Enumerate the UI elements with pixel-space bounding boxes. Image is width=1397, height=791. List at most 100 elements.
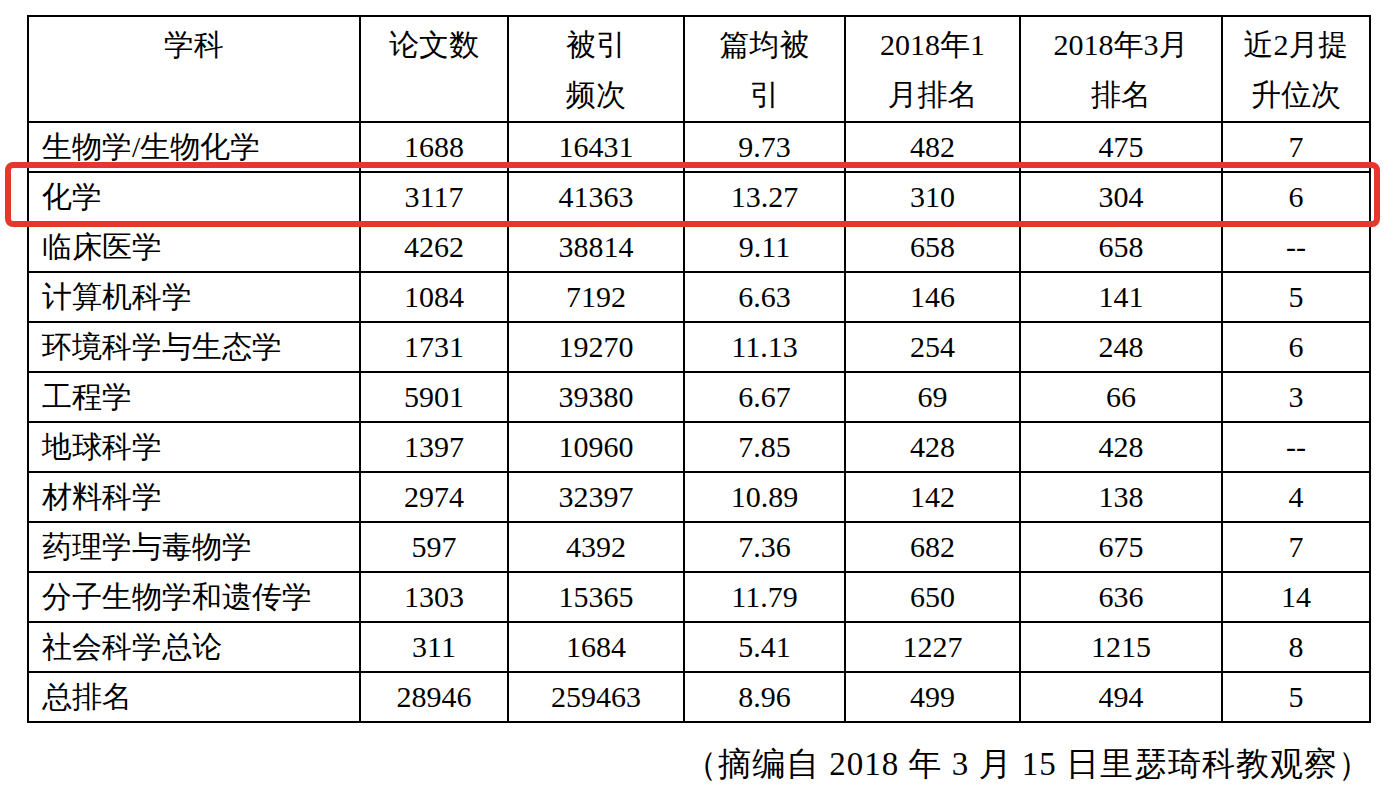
discipline-ranking-table: 学科 论文数 被引 频次 篇均被 引 2018年1 月排名 2018年3月 排名…	[27, 15, 1371, 723]
header-row: 学科 论文数 被引 频次 篇均被 引 2018年1 月排名 2018年3月 排名…	[28, 16, 1370, 122]
cell-mar-rank: 675	[1020, 522, 1222, 572]
cell-mar-rank: 138	[1020, 472, 1222, 522]
table-row: 工程学 5901 39380 6.67 69 66 3	[28, 372, 1370, 422]
cell-mar-rank: 66	[1020, 372, 1222, 422]
cell-mar-rank: 475	[1020, 122, 1222, 172]
cell-subject: 材料科学	[28, 472, 360, 522]
cell-subject: 计算机科学	[28, 272, 360, 322]
cell-citations-per-paper: 7.85	[684, 422, 845, 472]
cell-jan-rank: 482	[845, 122, 1020, 172]
cell-citation-count: 15365	[508, 572, 684, 622]
cell-subject: 生物学/生物化学	[28, 122, 360, 172]
source-note: （摘编自 2018 年 3 月 15 日里瑟琦科教观察）	[0, 742, 1372, 786]
cell-paper-count: 1397	[360, 422, 508, 472]
cell-jan-rank: 69	[845, 372, 1020, 422]
cell-citations-per-paper: 13.27	[684, 172, 845, 222]
cell-paper-count: 1303	[360, 572, 508, 622]
cell-citation-count: 1684	[508, 622, 684, 672]
table-row: 社会科学总论 311 1684 5.41 1227 1215 8	[28, 622, 1370, 672]
cell-rank-improvement: --	[1222, 422, 1370, 472]
cell-citations-per-paper: 8.96	[684, 672, 845, 722]
cell-paper-count: 311	[360, 622, 508, 672]
cell-citation-count: 4392	[508, 522, 684, 572]
cell-subject: 总排名	[28, 672, 360, 722]
cell-citation-count: 32397	[508, 472, 684, 522]
cell-citation-count: 16431	[508, 122, 684, 172]
cell-mar-rank: 1215	[1020, 622, 1222, 672]
cell-citation-count: 10960	[508, 422, 684, 472]
cell-mar-rank: 428	[1020, 422, 1222, 472]
cell-mar-rank: 636	[1020, 572, 1222, 622]
cell-rank-improvement: 8	[1222, 622, 1370, 672]
cell-paper-count: 2974	[360, 472, 508, 522]
table-row: 临床医学 4262 38814 9.11 658 658 --	[28, 222, 1370, 272]
cell-paper-count: 1731	[360, 322, 508, 372]
cell-subject: 临床医学	[28, 222, 360, 272]
cell-rank-improvement: 5	[1222, 272, 1370, 322]
cell-subject: 分子生物学和遗传学	[28, 572, 360, 622]
cell-citations-per-paper: 6.67	[684, 372, 845, 422]
table-row-highlighted: 化学 3117 41363 13.27 310 304 6	[28, 172, 1370, 222]
table-row: 分子生物学和遗传学 1303 15365 11.79 650 636 14	[28, 572, 1370, 622]
table-row: 生物学/生物化学 1688 16431 9.73 482 475 7	[28, 122, 1370, 172]
cell-citation-count: 259463	[508, 672, 684, 722]
cell-jan-rank: 658	[845, 222, 1020, 272]
cell-citations-per-paper: 5.41	[684, 622, 845, 672]
cell-jan-rank: 499	[845, 672, 1020, 722]
cell-rank-improvement: 3	[1222, 372, 1370, 422]
cell-citation-count: 19270	[508, 322, 684, 372]
cell-citations-per-paper: 10.89	[684, 472, 845, 522]
cell-citation-count: 39380	[508, 372, 684, 422]
cell-jan-rank: 142	[845, 472, 1020, 522]
cell-paper-count: 1688	[360, 122, 508, 172]
cell-paper-count: 1084	[360, 272, 508, 322]
table-row: 计算机科学 1084 7192 6.63 146 141 5	[28, 272, 1370, 322]
discipline-ranking-table-wrap: 学科 论文数 被引 频次 篇均被 引 2018年1 月排名 2018年3月 排名…	[27, 15, 1371, 723]
col-header-subject: 学科	[28, 16, 360, 122]
cell-mar-rank: 658	[1020, 222, 1222, 272]
cell-citation-count: 38814	[508, 222, 684, 272]
cell-subject: 环境科学与生态学	[28, 322, 360, 372]
cell-subject: 药理学与毒物学	[28, 522, 360, 572]
cell-subject: 工程学	[28, 372, 360, 422]
cell-paper-count: 4262	[360, 222, 508, 272]
table-row: 药理学与毒物学 597 4392 7.36 682 675 7	[28, 522, 1370, 572]
col-header-paper-count: 论文数	[360, 16, 508, 122]
cell-mar-rank: 248	[1020, 322, 1222, 372]
cell-subject: 化学	[28, 172, 360, 222]
col-header-mar-2018-rank: 2018年3月 排名	[1020, 16, 1222, 122]
cell-citation-count: 7192	[508, 272, 684, 322]
cell-mar-rank: 141	[1020, 272, 1222, 322]
cell-jan-rank: 1227	[845, 622, 1020, 672]
cell-jan-rank: 254	[845, 322, 1020, 372]
cell-rank-improvement: 4	[1222, 472, 1370, 522]
cell-citation-count: 41363	[508, 172, 684, 222]
cell-rank-improvement: 14	[1222, 572, 1370, 622]
col-header-rank-improvement: 近2月提 升位次	[1222, 16, 1370, 122]
cell-jan-rank: 650	[845, 572, 1020, 622]
col-header-jan-2018-rank: 2018年1 月排名	[845, 16, 1020, 122]
cell-mar-rank: 304	[1020, 172, 1222, 222]
table-row-total: 总排名 28946 259463 8.96 499 494 5	[28, 672, 1370, 722]
table-row: 地球科学 1397 10960 7.85 428 428 --	[28, 422, 1370, 472]
cell-jan-rank: 146	[845, 272, 1020, 322]
cell-rank-improvement: 7	[1222, 522, 1370, 572]
cell-citations-per-paper: 6.63	[684, 272, 845, 322]
table-row: 材料科学 2974 32397 10.89 142 138 4	[28, 472, 1370, 522]
cell-paper-count: 597	[360, 522, 508, 572]
cell-rank-improvement: 6	[1222, 172, 1370, 222]
cell-citations-per-paper: 7.36	[684, 522, 845, 572]
cell-subject: 社会科学总论	[28, 622, 360, 672]
cell-rank-improvement: --	[1222, 222, 1370, 272]
cell-jan-rank: 682	[845, 522, 1020, 572]
cell-paper-count: 28946	[360, 672, 508, 722]
cell-rank-improvement: 6	[1222, 322, 1370, 372]
cell-mar-rank: 494	[1020, 672, 1222, 722]
cell-citations-per-paper: 9.73	[684, 122, 845, 172]
cell-subject: 地球科学	[28, 422, 360, 472]
cell-paper-count: 3117	[360, 172, 508, 222]
col-header-citations-per-paper: 篇均被 引	[684, 16, 845, 122]
cell-rank-improvement: 7	[1222, 122, 1370, 172]
table-row: 环境科学与生态学 1731 19270 11.13 254 248 6	[28, 322, 1370, 372]
col-header-citation-count: 被引 频次	[508, 16, 684, 122]
